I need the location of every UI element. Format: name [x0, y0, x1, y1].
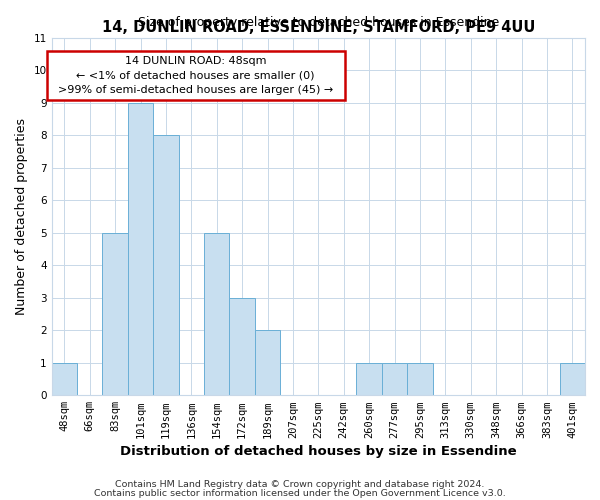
Bar — [382, 362, 407, 395]
Bar — [560, 362, 585, 395]
Bar — [407, 362, 433, 395]
Bar — [255, 330, 280, 395]
Bar — [153, 135, 179, 395]
Title: 14, DUNLIN ROAD, ESSENDINE, STAMFORD, PE9 4UU: 14, DUNLIN ROAD, ESSENDINE, STAMFORD, PE… — [101, 20, 535, 35]
Text: 14 DUNLIN ROAD: 48sqm  
  ← <1% of detached houses are smaller (0)  
  >99% of s: 14 DUNLIN ROAD: 48sqm ← <1% of detached … — [51, 56, 340, 95]
Text: Contains HM Land Registry data © Crown copyright and database right 2024.: Contains HM Land Registry data © Crown c… — [115, 480, 485, 489]
Bar — [229, 298, 255, 395]
Y-axis label: Number of detached properties: Number of detached properties — [15, 118, 28, 315]
Text: Contains public sector information licensed under the Open Government Licence v3: Contains public sector information licen… — [94, 488, 506, 498]
Bar — [103, 232, 128, 395]
Bar — [356, 362, 382, 395]
Bar — [52, 362, 77, 395]
Bar — [128, 102, 153, 395]
Text: Size of property relative to detached houses in Essendine: Size of property relative to detached ho… — [138, 16, 499, 28]
Bar — [204, 232, 229, 395]
X-axis label: Distribution of detached houses by size in Essendine: Distribution of detached houses by size … — [120, 444, 517, 458]
